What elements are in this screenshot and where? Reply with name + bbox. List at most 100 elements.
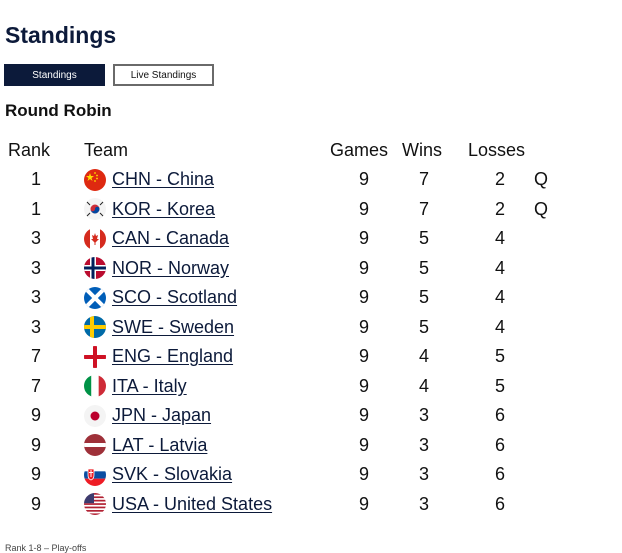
scotland-flag-icon	[84, 286, 106, 309]
table-row: 9 LAT - Latvia 9 3 6	[0, 431, 574, 461]
table-header-row: Rank Team Games Wins Losses	[0, 136, 574, 165]
qualification-marker	[534, 283, 574, 313]
table-row: 9 USA - United States 9 3 6	[0, 490, 574, 520]
england-flag-icon	[84, 345, 106, 368]
wins-cell: 5	[418, 316, 429, 337]
wins-cell: 3	[418, 493, 429, 514]
rank-cell: 9	[30, 434, 41, 455]
table-row: 1 KOR - Korea 9 7 2 Q	[0, 195, 574, 225]
losses-cell: 2	[494, 198, 505, 219]
qualification-marker	[534, 313, 574, 343]
team-cell: LAT - Latvia	[84, 431, 330, 461]
team-cell: SCO - Scotland	[84, 283, 330, 313]
team-cell: SWE - Sweden	[84, 313, 330, 343]
losses-cell: 6	[494, 405, 505, 426]
rank-cell: 1	[30, 169, 41, 190]
canada-flag-icon	[84, 227, 106, 250]
team-cell: USA - United States	[84, 490, 330, 520]
games-cell: 9	[358, 434, 369, 455]
team-link[interactable]: USA - United States	[112, 493, 273, 514]
team-link[interactable]: SVK - Slovakia	[112, 464, 233, 485]
team-cell: CAN - Canada	[84, 224, 330, 254]
rank-cell: 3	[30, 287, 41, 308]
games-cell: 9	[358, 464, 369, 485]
team-cell: NOR - Norway	[84, 254, 330, 284]
section-title: Round Robin	[5, 101, 112, 120]
team-link[interactable]: ENG - England	[112, 346, 234, 367]
losses-cell: 6	[494, 493, 505, 514]
losses-cell: 6	[494, 464, 505, 485]
page-title: Standings	[5, 22, 117, 48]
team-link[interactable]: KOR - Korea	[112, 198, 216, 219]
losses-cell: 5	[494, 375, 505, 396]
losses-cell: 4	[494, 228, 505, 249]
team-link[interactable]: SWE - Sweden	[112, 316, 235, 337]
games-cell: 9	[358, 375, 369, 396]
norway-flag-icon	[84, 257, 106, 280]
rank-cell: 9	[30, 493, 41, 514]
games-cell: 9	[358, 287, 369, 308]
team-cell: ITA - Italy	[84, 372, 330, 402]
team-link[interactable]: LAT - Latvia	[112, 434, 208, 455]
wins-cell: 5	[418, 228, 429, 249]
games-cell: 9	[358, 405, 369, 426]
team-cell: SVK - Slovakia	[84, 460, 330, 490]
games-cell: 9	[358, 257, 369, 278]
column-header-rank: Rank	[8, 140, 51, 160]
italy-flag-icon	[84, 375, 106, 398]
losses-cell: 2	[494, 169, 505, 190]
team-link[interactable]: NOR - Norway	[112, 257, 230, 278]
qualification-marker: Q	[534, 169, 549, 190]
wins-cell: 7	[418, 169, 429, 190]
team-link[interactable]: SCO - Scotland	[112, 287, 238, 308]
team-link[interactable]: CHN - China	[112, 169, 215, 190]
table-row: 9 JPN - Japan 9 3 6	[0, 401, 574, 431]
table-row: 9 SVK - Slovakia 9 3 6	[0, 460, 574, 490]
usa-flag-icon	[84, 493, 106, 516]
qualification-marker	[534, 342, 574, 372]
rank-cell: 7	[30, 375, 41, 396]
table-row: 7 ENG - England 9 4 5	[0, 342, 574, 372]
wins-cell: 3	[418, 405, 429, 426]
losses-cell: 4	[494, 316, 505, 337]
wins-cell: 7	[418, 198, 429, 219]
table-row: 3 NOR - Norway 9 5 4	[0, 254, 574, 284]
wins-cell: 3	[418, 434, 429, 455]
team-cell: ENG - England	[84, 342, 330, 372]
games-cell: 9	[358, 169, 369, 190]
slovakia-flag-icon	[84, 463, 106, 486]
team-link[interactable]: JPN - Japan	[112, 405, 212, 426]
table-row: 3 SCO - Scotland 9 5 4	[0, 283, 574, 313]
team-cell: CHN - China	[84, 165, 330, 195]
tab-live-standings[interactable]: Live Standings	[113, 64, 214, 86]
korea-flag-icon	[84, 198, 106, 221]
qualification-marker	[534, 401, 574, 431]
wins-cell: 5	[418, 287, 429, 308]
japan-flag-icon	[84, 404, 106, 427]
team-cell: JPN - Japan	[84, 401, 330, 431]
table-row: 1 CHN - China 9 7 2 Q	[0, 165, 574, 195]
column-header-qualification	[534, 136, 574, 165]
games-cell: 9	[358, 346, 369, 367]
standings-table: Rank Team Games Wins Losses 1 CHN - China…	[0, 136, 574, 519]
column-header-losses: Losses	[468, 140, 526, 160]
losses-cell: 4	[494, 257, 505, 278]
qualification-marker	[534, 460, 574, 490]
team-link[interactable]: ITA - Italy	[112, 375, 187, 396]
rank-cell: 3	[30, 228, 41, 249]
wins-cell: 3	[418, 464, 429, 485]
qualification-marker	[534, 431, 574, 461]
rank-cell: 1	[30, 198, 41, 219]
rank-cell: 3	[30, 316, 41, 337]
column-header-team: Team	[84, 140, 129, 160]
china-flag-icon	[84, 168, 106, 191]
team-link[interactable]: CAN - Canada	[112, 228, 230, 249]
footer-note: Rank 1-8 – Play-offs	[5, 543, 87, 553]
sweden-flag-icon	[84, 316, 106, 339]
column-header-wins: Wins	[402, 140, 442, 160]
table-row: 3 SWE - Sweden 9 5 4	[0, 313, 574, 343]
qualification-marker: Q	[534, 198, 549, 219]
rank-cell: 3	[30, 257, 41, 278]
table-row: 3 CAN - Canada 9 5 4	[0, 224, 574, 254]
tab-standings[interactable]: Standings	[4, 64, 105, 86]
